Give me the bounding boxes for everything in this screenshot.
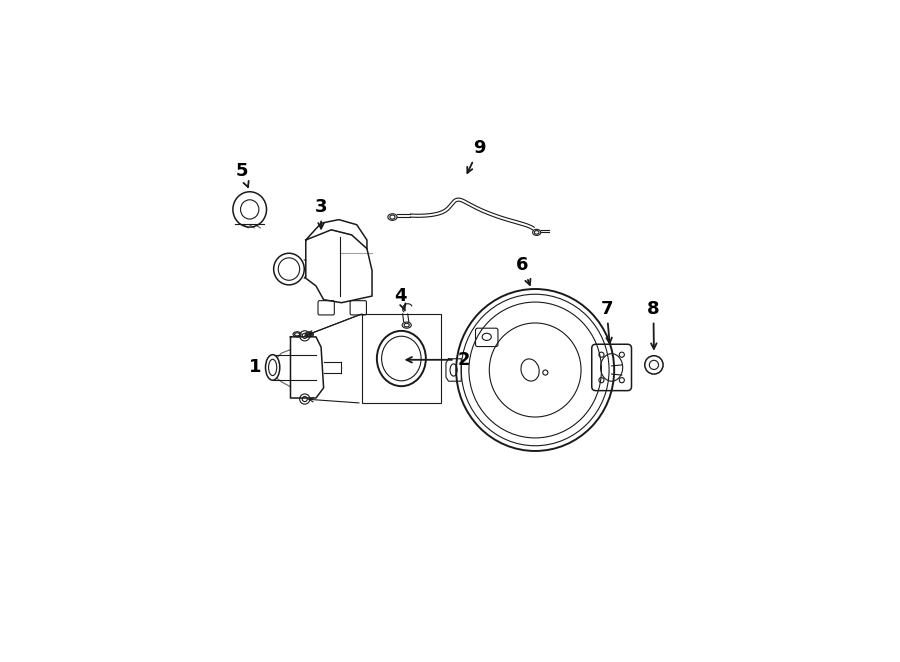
Text: 7: 7 [600,300,613,344]
Text: 5: 5 [236,162,248,187]
Text: 2: 2 [407,351,470,369]
Bar [362,314,441,403]
Text: 6: 6 [517,256,530,285]
Text: 8: 8 [647,300,660,349]
Text: 4: 4 [394,287,406,310]
Text: 1: 1 [248,358,272,377]
Text: 3: 3 [315,198,328,228]
Text: 9: 9 [467,139,485,173]
Ellipse shape [266,355,280,380]
Ellipse shape [274,254,304,285]
